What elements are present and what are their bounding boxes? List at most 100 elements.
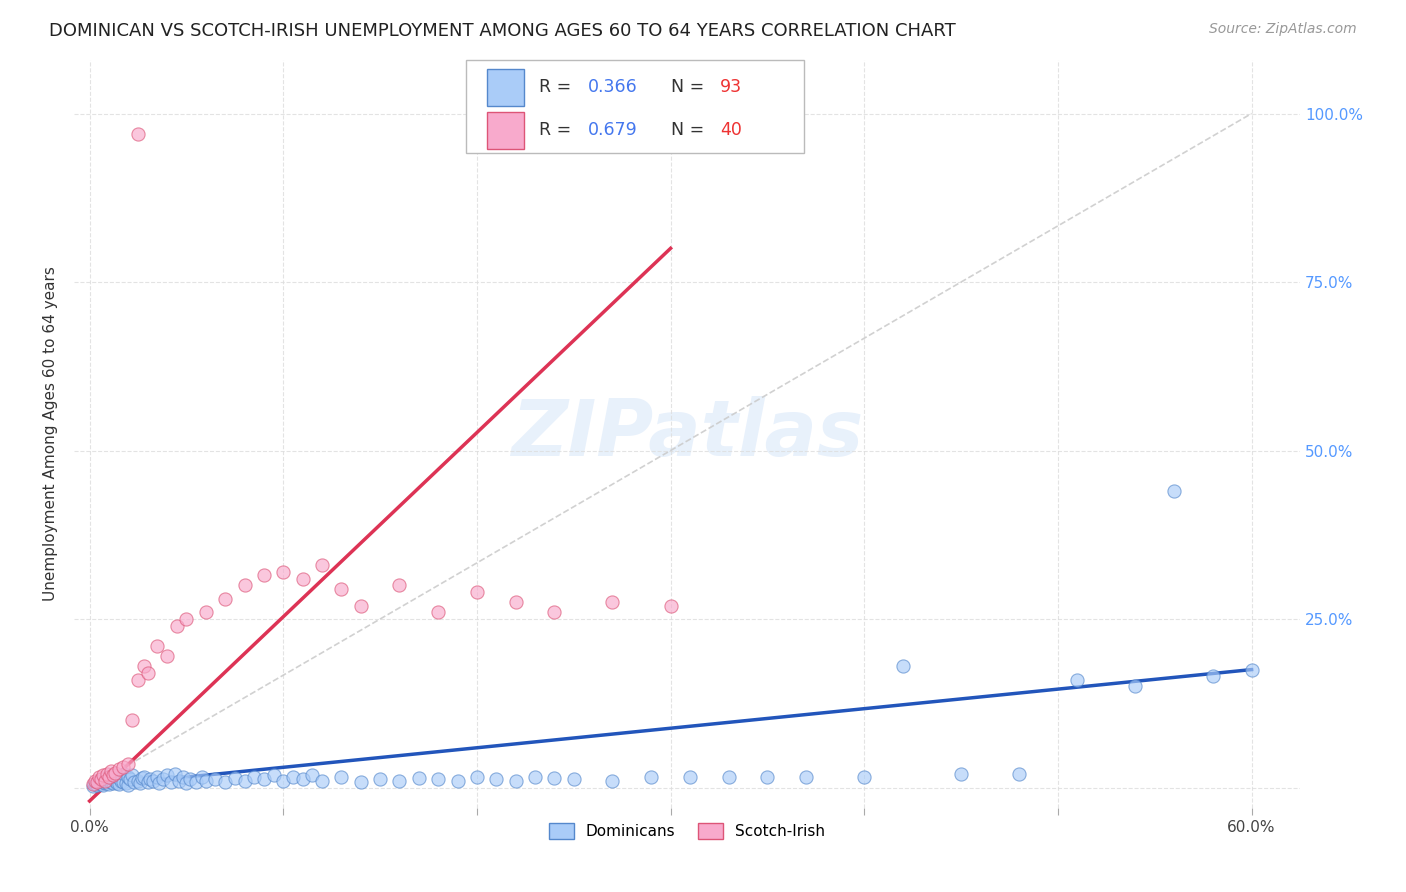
Point [330, 771, 353, 785]
Text: 40: 40 [720, 121, 742, 139]
Point [89, 771, 111, 785]
Point [104, 765, 127, 780]
Point [1008, 767, 1031, 781]
Text: ZIPatlas: ZIPatlas [510, 396, 863, 472]
Point [167, 773, 190, 788]
Point [679, 771, 702, 785]
Point [233, 773, 256, 788]
Point [446, 773, 468, 788]
Point [243, 770, 266, 784]
Point [505, 773, 527, 788]
Point [131, 771, 153, 785]
Point [291, 772, 314, 787]
Point [602, 595, 624, 609]
Point [330, 582, 353, 596]
Text: 93: 93 [720, 78, 742, 96]
Point [485, 772, 508, 787]
Point [104, 768, 127, 782]
Point [152, 772, 174, 787]
Point [132, 770, 155, 784]
Point [117, 778, 139, 792]
Point [179, 772, 201, 787]
Point [368, 772, 391, 787]
Point [233, 578, 256, 592]
Point [640, 771, 662, 785]
Point [427, 605, 450, 619]
Text: 0.679: 0.679 [588, 121, 637, 139]
Point [160, 775, 183, 789]
Point [97, 773, 120, 788]
Point [891, 659, 914, 673]
Text: R =: R = [538, 78, 576, 96]
Legend: Dominicans, Scotch-Irish: Dominicans, Scotch-Irish [543, 817, 831, 845]
Point [176, 776, 198, 790]
Point [114, 767, 136, 781]
Point [194, 605, 217, 619]
Point [543, 605, 565, 619]
Point [96, 771, 118, 785]
Point [253, 568, 276, 582]
Point [91, 778, 114, 792]
Point [107, 771, 129, 785]
Point [1202, 669, 1225, 683]
Point [156, 768, 179, 782]
Text: Source: ZipAtlas.com: Source: ZipAtlas.com [1209, 22, 1357, 37]
Point [94, 773, 117, 788]
Text: 0.366: 0.366 [588, 78, 637, 96]
Point [465, 585, 488, 599]
Point [82, 779, 104, 793]
Point [129, 776, 152, 790]
Point [91, 775, 114, 789]
Point [1240, 663, 1263, 677]
Point [127, 773, 149, 788]
Point [224, 771, 246, 785]
FancyBboxPatch shape [488, 112, 524, 149]
Point [96, 767, 118, 781]
Point [121, 768, 143, 782]
Point [101, 776, 124, 790]
Point [388, 578, 411, 592]
FancyBboxPatch shape [488, 69, 524, 106]
Text: R =: R = [538, 121, 576, 139]
Point [101, 768, 124, 782]
Point [562, 772, 585, 787]
Point [156, 649, 179, 664]
Point [291, 572, 314, 586]
Point [388, 773, 411, 788]
Text: DOMINICAN VS SCOTCH-IRISH UNEMPLOYMENT AMONG AGES 60 TO 64 YEARS CORRELATION CHA: DOMINICAN VS SCOTCH-IRISH UNEMPLOYMENT A… [49, 22, 956, 40]
Point [136, 665, 159, 680]
Point [97, 771, 120, 785]
Point [84, 773, 107, 788]
Point [104, 774, 127, 789]
Point [350, 775, 373, 789]
FancyBboxPatch shape [467, 60, 803, 153]
Point [90, 772, 112, 787]
Point [524, 770, 547, 784]
Point [107, 777, 129, 791]
Point [311, 558, 333, 573]
Point [90, 777, 112, 791]
Point [301, 768, 323, 782]
Point [89, 775, 111, 789]
Point [146, 639, 169, 653]
Text: N =: N = [671, 78, 710, 96]
Point [271, 565, 294, 579]
Point [756, 771, 779, 785]
Point [281, 771, 304, 785]
Point [311, 773, 333, 788]
Point [659, 599, 682, 613]
Point [146, 771, 169, 785]
Point [142, 773, 165, 788]
Point [82, 777, 104, 791]
Point [115, 776, 138, 790]
Point [121, 713, 143, 727]
Point [408, 771, 430, 785]
Point [214, 591, 236, 606]
Point [602, 773, 624, 788]
Point [194, 773, 217, 788]
Point [127, 127, 149, 141]
Point [111, 760, 134, 774]
Point [950, 767, 973, 781]
Point [271, 773, 294, 788]
Point [253, 772, 276, 787]
